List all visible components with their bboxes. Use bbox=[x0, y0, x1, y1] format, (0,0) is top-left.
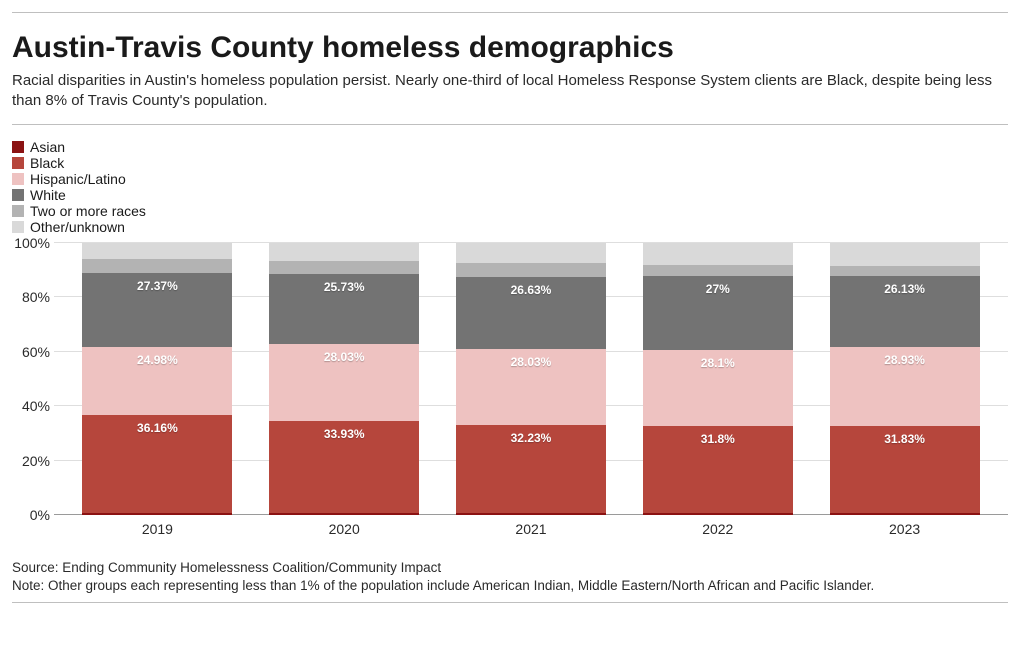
stacked-bar: 33.93% 28.03% 25.73% bbox=[269, 243, 419, 515]
y-tick-label: 0% bbox=[30, 507, 50, 523]
legend-item: Asian bbox=[12, 139, 1008, 155]
y-tick-label: 60% bbox=[22, 344, 50, 360]
bar-segment-label: 24.98% bbox=[137, 353, 178, 367]
legend-label: Black bbox=[30, 155, 64, 171]
bar-segment-label: 28.1% bbox=[701, 356, 735, 370]
chart-container: Austin-Travis County homeless demographi… bbox=[12, 12, 1008, 608]
legend-swatch bbox=[12, 141, 24, 153]
legend-item: Other/unknown bbox=[12, 219, 1008, 235]
bar-segment-label: 25.73% bbox=[324, 280, 365, 294]
x-tick-label: 2019 bbox=[82, 521, 232, 537]
legend-swatch bbox=[12, 157, 24, 169]
bar-segment-asian bbox=[82, 513, 232, 515]
stacked-bar: 31.83% 28.93% 26.13% bbox=[830, 243, 980, 515]
legend: AsianBlackHispanic/LatinoWhiteTwo or mor… bbox=[12, 139, 1008, 236]
y-axis: 0%20%40%60%80%100% bbox=[12, 243, 54, 515]
legend-item: Two or more races bbox=[12, 203, 1008, 219]
bar-segment-asian bbox=[269, 513, 419, 515]
stacked-bar: 36.16% 24.98% 27.37% bbox=[82, 243, 232, 515]
bar-segment-label: 26.13% bbox=[884, 282, 925, 296]
bar-segment-two_or_more bbox=[456, 263, 606, 276]
legend-item: Black bbox=[12, 155, 1008, 171]
bar-segment-white: 26.13% bbox=[830, 276, 980, 347]
legend-swatch bbox=[12, 221, 24, 233]
bar-segment-other bbox=[456, 243, 606, 263]
bar-segment-hispanic: 28.1% bbox=[643, 350, 793, 426]
legend-swatch bbox=[12, 173, 24, 185]
legend-label: Two or more races bbox=[30, 203, 146, 219]
y-tick-label: 80% bbox=[22, 289, 50, 305]
bar-segment-label: 32.23% bbox=[511, 431, 552, 445]
bar-segment-black: 31.83% bbox=[830, 426, 980, 513]
y-tick-label: 40% bbox=[22, 398, 50, 414]
bar-segment-black: 36.16% bbox=[82, 415, 232, 513]
bar-segment-label: 27.37% bbox=[137, 279, 178, 293]
bar-segment-other bbox=[269, 243, 419, 261]
legend-swatch bbox=[12, 205, 24, 217]
bar-segment-label: 28.03% bbox=[511, 355, 552, 369]
stacked-bar: 31.8% 28.1% 27% bbox=[643, 243, 793, 515]
divider bbox=[12, 124, 1008, 125]
bar-segment-asian bbox=[643, 513, 793, 515]
bar-segment-label: 33.93% bbox=[324, 427, 365, 441]
bar-segment-hispanic: 28.03% bbox=[456, 349, 606, 425]
plot: 36.16% 24.98% 27.37% 33.93% 28.03% 25.73% 32.2… bbox=[54, 243, 1008, 515]
stacked-bar: 32.23% 28.03% 26.63% bbox=[456, 243, 606, 515]
bar-segment-hispanic: 28.03% bbox=[269, 344, 419, 420]
bar-segment-other bbox=[82, 243, 232, 259]
chart-plot-area: 0%20%40%60%80%100% 36.16%24.98%27.37%33.… bbox=[12, 243, 1008, 537]
y-tick-label: 20% bbox=[22, 453, 50, 469]
bar-segment-two_or_more bbox=[269, 261, 419, 275]
bar-segment-hispanic: 24.98% bbox=[82, 347, 232, 415]
bar-segment-label: 28.03% bbox=[324, 350, 365, 364]
legend-label: White bbox=[30, 187, 66, 203]
bar-segment-white: 27.37% bbox=[82, 273, 232, 347]
legend-label: Hispanic/Latino bbox=[30, 171, 126, 187]
bar-segment-white: 27% bbox=[643, 276, 793, 349]
bar-segment-two_or_more bbox=[82, 259, 232, 273]
source-text: Source: Ending Community Homelessness Co… bbox=[12, 559, 1008, 577]
bar-segment-two_or_more bbox=[830, 266, 980, 276]
x-tick-label: 2020 bbox=[269, 521, 419, 537]
bar-segment-hispanic: 28.93% bbox=[830, 347, 980, 426]
legend-swatch bbox=[12, 189, 24, 201]
bar-segment-asian bbox=[456, 513, 606, 515]
legend-label: Asian bbox=[30, 139, 65, 155]
chart-subtitle: Racial disparities in Austin's homeless … bbox=[12, 71, 1008, 112]
bar-segment-black: 31.8% bbox=[643, 426, 793, 512]
chart-footer: Source: Ending Community Homelessness Co… bbox=[12, 559, 1008, 594]
bar-segment-label: 31.8% bbox=[701, 432, 735, 446]
legend-label: Other/unknown bbox=[30, 219, 125, 235]
x-axis-labels: 2019 2020 2021 2022 2023 bbox=[54, 515, 1008, 537]
bar-segment-label: 36.16% bbox=[137, 421, 178, 435]
y-tick-label: 100% bbox=[14, 235, 50, 251]
bar-segment-black: 32.23% bbox=[456, 425, 606, 513]
x-tick-label: 2021 bbox=[456, 521, 606, 537]
bar-segment-asian bbox=[830, 513, 980, 515]
bar-segment-white: 25.73% bbox=[269, 274, 419, 344]
bottom-border bbox=[12, 602, 1008, 608]
legend-item: Hispanic/Latino bbox=[12, 171, 1008, 187]
bar-segment-other bbox=[643, 243, 793, 265]
bar-segment-white: 26.63% bbox=[456, 277, 606, 349]
chart-title: Austin-Travis County homeless demographi… bbox=[12, 31, 1008, 65]
bar-segment-label: 31.83% bbox=[884, 432, 925, 446]
note-text: Note: Other groups each representing les… bbox=[12, 577, 1008, 595]
bar-segment-label: 27% bbox=[706, 282, 730, 296]
bar-segment-label: 26.63% bbox=[511, 283, 552, 297]
x-tick-label: 2023 bbox=[830, 521, 980, 537]
legend-item: White bbox=[12, 187, 1008, 203]
bar-segment-two_or_more bbox=[643, 265, 793, 277]
bar-segment-other bbox=[830, 243, 980, 266]
x-tick-label: 2022 bbox=[643, 521, 793, 537]
bar-segment-label: 28.93% bbox=[884, 353, 925, 367]
bar-segment-black: 33.93% bbox=[269, 421, 419, 513]
